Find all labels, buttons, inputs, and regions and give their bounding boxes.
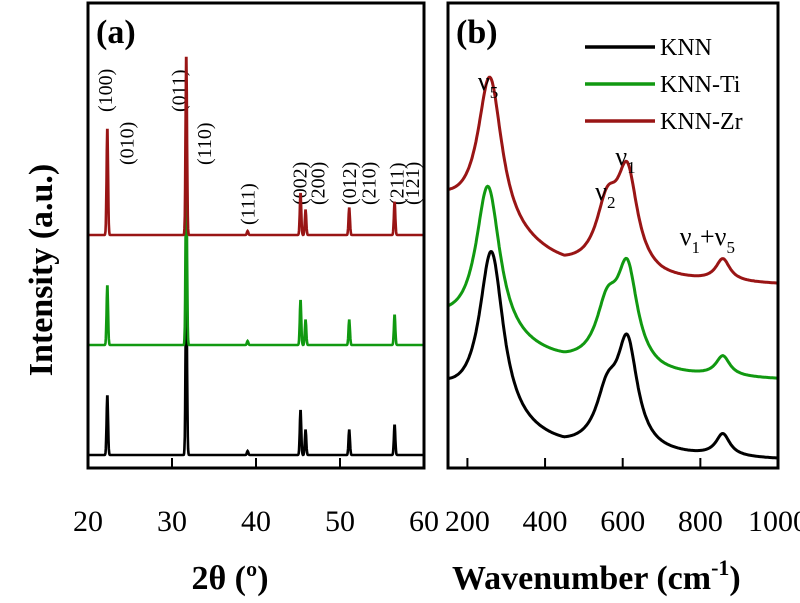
raman-series-line (447, 250, 778, 460)
raman-mode-label: ν1 (615, 142, 635, 177)
x-tick-label: 600 (600, 505, 645, 538)
xrd-series-group (88, 56, 424, 457)
raman-plot-frame (446, 1, 780, 470)
legend: KNN KNN-Ti KNN-Zr (585, 35, 743, 135)
x-axis-title-b-main: Wavenumber (cm (452, 560, 711, 597)
hkl-label: (010) (117, 122, 139, 165)
x-axis-title-a: 2θ (º) (191, 560, 268, 597)
xrd-series-line (88, 56, 424, 237)
xrd-panel: (100)(010)(011)(110)(111) (002)(200) (012)… (23, 1, 439, 597)
raman-mode-label: ν5 (478, 67, 498, 102)
hkl-annotation-group: (100)(010)(011)(110)(111) (002)(200) (012)… (95, 69, 424, 225)
hkl-label: (012) (339, 162, 361, 205)
hkl-label: (100) (95, 69, 117, 112)
raman-tick-group: 200 400 600 800 1000 (445, 458, 800, 538)
raman-mode-label: ν2 (595, 177, 615, 212)
x-tick-label: 800 (678, 505, 723, 538)
hkl-label: (211) (386, 162, 408, 205)
hkl-label: (110) (194, 122, 216, 165)
hkl-label: (111) (238, 183, 260, 225)
panel-a-label: (a) (96, 14, 136, 51)
x-axis-title-b-close: ) (729, 560, 740, 597)
x-tick-label: 400 (523, 505, 568, 538)
x-tick-label: 30 (157, 505, 187, 538)
hkl-label: (121) (402, 162, 424, 205)
hkl-label: (200) (307, 162, 329, 205)
xrd-series-line (88, 173, 424, 347)
raman-series-group (447, 75, 779, 460)
xrd-tick-group: 20 30 40 50 60 (73, 458, 439, 538)
y-axis-title: Intensity (a.u.) (23, 164, 60, 377)
legend-label: KNN-Zr (660, 109, 743, 135)
xrd-series-line (88, 283, 424, 457)
x-axis-title-b: Wavenumber (cm-1) (452, 555, 741, 597)
raman-series-line (447, 184, 778, 380)
hkl-label: (002) (290, 162, 312, 205)
legend-label: KNN-Ti (660, 72, 741, 98)
x-axis-title-b-sup: -1 (711, 555, 729, 580)
raman-series-line (447, 75, 779, 285)
x-tick-label: 1000 (748, 505, 800, 538)
legend-label: KNN (660, 35, 712, 61)
hkl-label: (210) (359, 162, 381, 205)
x-tick-label: 60 (409, 505, 439, 538)
x-tick-label: 50 (325, 505, 355, 538)
x-tick-label: 40 (241, 505, 271, 538)
x-tick-label: 20 (73, 505, 103, 538)
x-tick-label: 200 (445, 505, 490, 538)
raman-mode-label: ν1+ν5 (680, 222, 735, 257)
panel-b-label: (b) (456, 14, 498, 51)
